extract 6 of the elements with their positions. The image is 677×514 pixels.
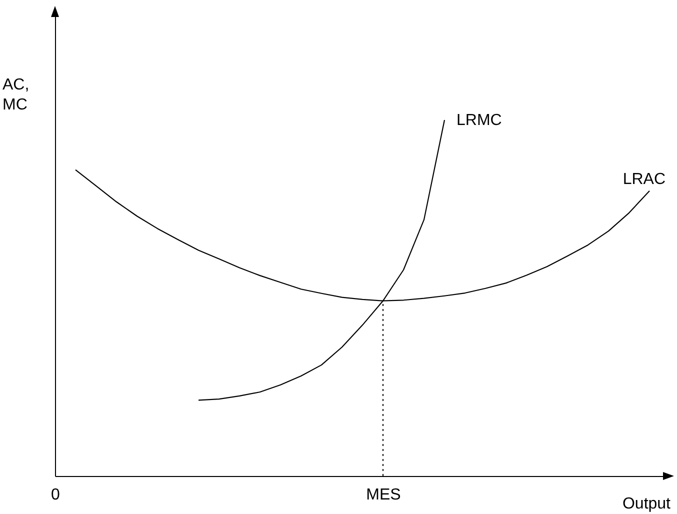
x-tick-label: MES: [366, 486, 401, 504]
series-label: LRAC: [622, 170, 666, 188]
x-axis-title: Output: [622, 496, 672, 512]
series-label: LRMC: [456, 112, 502, 130]
y-axis-title: AC, MC: [2, 76, 30, 114]
x-tick-label: 0: [51, 486, 60, 504]
